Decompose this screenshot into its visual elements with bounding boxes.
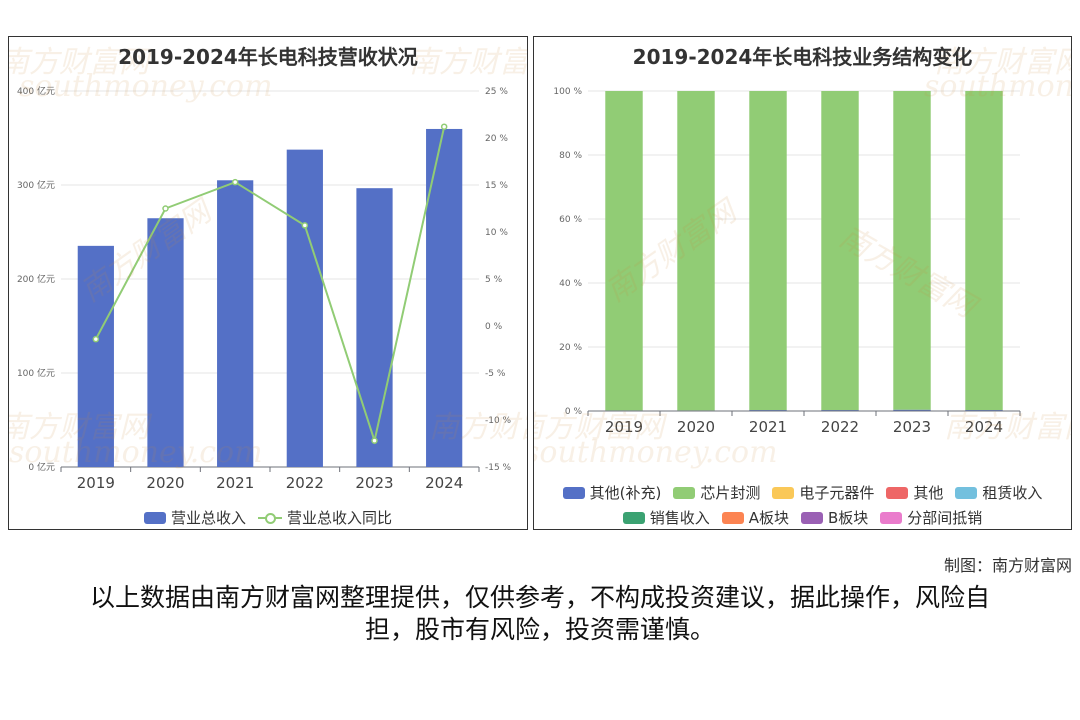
revenue-bar [77, 245, 114, 467]
y-tick-label: 0 % [565, 407, 583, 417]
y-tick-label-right: -5 % [485, 369, 506, 379]
chart-credit: 制图：南方财富网 [943, 556, 1072, 575]
legend-swatch [258, 512, 282, 524]
revenue-bar [286, 149, 323, 467]
legend-item[interactable]: 营业总收入同比 [258, 507, 392, 528]
y-tick-label: 20 % [559, 343, 582, 353]
y-tick-label-right: 5 % [485, 275, 503, 285]
legend-item[interactable]: 分部间抵销 [880, 507, 982, 528]
x-tick-label: 2022 [286, 474, 324, 492]
revenue-chart-panel: 2019-2024年长电科技营收状况 0 亿元 100 亿元 200 亿元 300 亿… [8, 36, 528, 530]
y-tick-label: 40 % [559, 279, 582, 289]
legend-swatch [772, 486, 795, 499]
legend-swatch [673, 486, 696, 499]
legend-swatch [562, 486, 585, 499]
yoy-point [371, 437, 378, 444]
legend-swatch [880, 511, 903, 524]
y-tick-label-left: 400 亿元 [17, 85, 55, 97]
structure-bar-segment [821, 91, 859, 411]
revenue-chart-svg: 0 亿元 100 亿元 200 亿元 300 亿元 400 亿元 -15 % -10 % -5… [17, 85, 512, 492]
structure-bar-segment [965, 91, 1003, 411]
legend-swatch [955, 486, 978, 499]
legend-item[interactable]: A板块 [721, 507, 789, 528]
structure-bar-segment [893, 409, 931, 411]
legend-item[interactable]: B板块 [800, 507, 869, 528]
x-tick-label: 2022 [821, 418, 859, 436]
y-tick-label: 100 % [553, 87, 582, 97]
yoy-line [94, 126, 446, 445]
y-tick-label-right: 15 % [485, 181, 508, 191]
yoy-point [231, 178, 239, 186]
business-structure-legend: 其他(补充) 芯片封测 电子元器件 其他 租赁收入销售收入 A板块 B板块 分部间抵销 [534, 482, 1071, 528]
y-tick-label: 60 % [559, 215, 582, 225]
x-tick-label: 2021 [216, 474, 254, 492]
legend-item[interactable]: 芯片封测 [673, 482, 760, 503]
y-tick-label-right: -10 % [485, 416, 512, 426]
structure-bar-segment [893, 91, 931, 410]
x-tick-label: 2021 [749, 418, 787, 436]
x-tick-label: 2020 [677, 418, 715, 436]
revenue-bar [147, 218, 184, 467]
structure-bar-segment [677, 91, 715, 411]
business-structure-title: 2019-2024年长电科技业务结构变化 [632, 45, 973, 69]
yoy-point [440, 123, 448, 130]
yoy-point [162, 205, 169, 212]
legend-item[interactable]: 电子元器件 [772, 482, 874, 503]
y-tick-label-right: 0 % [485, 322, 503, 332]
structure-bar-segment [605, 91, 643, 411]
y-tick-label-left: 300 亿元 [17, 179, 55, 191]
structure-bar-segment [749, 91, 787, 411]
yoy-point [301, 222, 309, 229]
revenue-bar [217, 180, 254, 468]
legend-label: 营业总收入 [170, 509, 246, 527]
y-tick-label-right: 20 % [485, 134, 508, 144]
legend-label: 芯片封测 [700, 484, 761, 502]
x-tick-label: 2020 [146, 474, 184, 492]
y-tick-label-left: 100 亿元 [17, 367, 55, 379]
legend-item[interactable]: 销售收入 [622, 507, 710, 528]
legend-item[interactable]: 其他(补充) [562, 482, 662, 503]
x-tick-label: 2019 [77, 474, 115, 492]
x-tick-label: 2024 [965, 418, 1003, 436]
legend-item[interactable]: 营业总收入 [143, 507, 246, 528]
legend-label: A板块 [748, 509, 789, 527]
x-tick-label: 2023 [355, 474, 393, 492]
business-structure-panel: 2019-2024年长电科技业务结构变化 0 % 20 % 40 % 60 % 80 %… [533, 36, 1072, 530]
legend-swatch [143, 511, 166, 524]
legend-label: 租赁收入 [982, 484, 1043, 502]
x-tick-label: 2024 [425, 474, 463, 492]
x-tick-label: 2023 [893, 418, 931, 436]
y-tick-label-left: 0 亿元 [28, 461, 55, 473]
revenue-chart-legend: 营业总收入 营业总收入同比 [9, 507, 527, 528]
x-tick-label: 2019 [605, 418, 643, 436]
legend-swatch [622, 511, 645, 524]
y-tick-label: 80 % [559, 151, 582, 161]
legend-label: 分部间抵销 [907, 509, 983, 527]
revenue-chart-title: 2019-2024年长电科技营收状况 [118, 45, 418, 69]
legend-swatch [800, 511, 823, 524]
legend-item[interactable]: 其他 [886, 482, 943, 503]
revenue-bar [356, 188, 393, 468]
legend-swatch [886, 486, 909, 499]
legend-item[interactable]: 租赁收入 [955, 482, 1042, 503]
yoy-point [92, 335, 100, 343]
y-tick-label-right: -15 % [485, 463, 512, 473]
disclaimer-text: 以上数据由南方财富网整理提供，仅供参考，不构成投资建议，据此操作，风险自担，股市… [89, 583, 990, 644]
legend-label: 其他 [913, 484, 944, 502]
y-tick-label-left: 200 亿元 [17, 273, 55, 285]
y-tick-label-right: 10 % [485, 228, 508, 238]
legend-label: 其他(补充) [589, 484, 662, 502]
legend-label: B板块 [827, 509, 869, 527]
legend-label: 销售收入 [649, 509, 710, 527]
legend-label: 电子元器件 [799, 484, 875, 502]
business-structure-svg: 0 % 20 % 40 % 60 % 80 % 100 % 2019 2020 2021 2022… [553, 87, 1021, 436]
y-tick-label-right: 25 % [485, 87, 508, 97]
legend-label: 营业总收入同比 [287, 509, 393, 527]
legend-swatch [721, 511, 744, 524]
